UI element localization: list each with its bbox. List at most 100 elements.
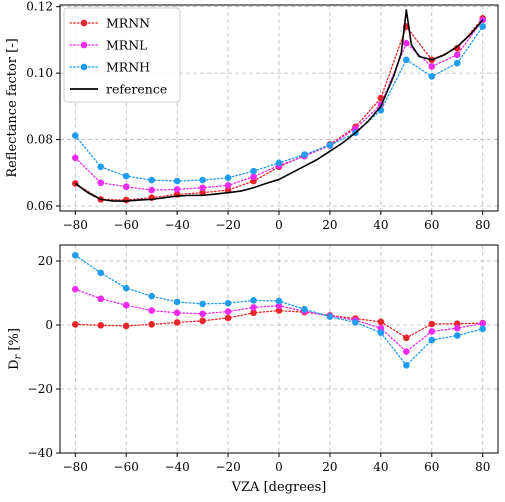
data-point-mrnh	[275, 159, 283, 167]
x-tick-label: −80	[63, 460, 88, 474]
x-tick-label: −80	[63, 218, 88, 232]
data-point-mrnh	[199, 176, 206, 184]
data-point-mrnh	[301, 151, 308, 158]
x-tick-label: 60	[424, 460, 439, 474]
data-point-mrnl	[428, 63, 436, 70]
x-tick-label: 40	[373, 218, 388, 232]
data-point-mrnl	[97, 179, 105, 187]
x-tick-label: 80	[475, 218, 490, 232]
data-point-series-0	[403, 334, 410, 342]
x-tick-label: −20	[215, 218, 240, 232]
series-line-reference	[74, 9, 484, 202]
legend-marker-mrnl	[80, 41, 88, 49]
data-point-series-1	[275, 302, 283, 310]
data-point-mrnh	[224, 174, 232, 182]
x-tick-label: −40	[164, 460, 189, 474]
data-point-series-2	[326, 313, 334, 320]
data-point-series-2	[173, 298, 181, 306]
data-point-series-0	[377, 318, 385, 326]
data-point-series-1	[97, 295, 105, 303]
data-point-series-1	[479, 320, 487, 327]
x-tick-label: 20	[322, 460, 337, 474]
data-point-series-1	[71, 285, 79, 293]
y-tick-label: −20	[28, 382, 53, 396]
data-point-mrnh	[173, 177, 181, 185]
x-tick-label: 40	[373, 460, 388, 474]
data-point-mrnl	[173, 186, 181, 193]
y-tick-label: 0.10	[26, 66, 53, 80]
data-point-series-0	[428, 320, 436, 328]
data-point-series-1	[403, 348, 410, 355]
legend-label-mrnl: MRNL	[106, 38, 147, 53]
data-point-series-0	[148, 321, 155, 328]
plot-area	[71, 251, 487, 369]
data-point-series-0	[173, 319, 181, 326]
data-point-series-1	[199, 310, 206, 318]
data-point-series-0	[224, 314, 232, 322]
x-tick-label: 0	[275, 218, 283, 232]
legend-label-reference: reference	[106, 82, 167, 97]
data-point-mrnl	[224, 182, 232, 189]
y-tick-label: 0	[45, 318, 53, 332]
data-point-series-1	[148, 307, 155, 314]
data-point-series-0	[97, 322, 105, 329]
data-point-series-0	[250, 309, 257, 317]
y-axis-title: Reflectance factor [-]	[5, 38, 20, 177]
data-point-mrnl	[453, 51, 461, 59]
data-point-series-2	[301, 306, 308, 313]
x-tick-label: −60	[114, 218, 139, 232]
top-panel-reflectance: −80 −60 −40 −20 0 20 40 60 80 0.06 0.08 0.10 0.12 Ref…	[5, 0, 499, 232]
y-tick-label: 0.12	[26, 0, 53, 14]
data-point-series-0	[199, 317, 206, 325]
data-point-mrnl	[250, 173, 257, 181]
data-point-series-1	[250, 304, 257, 311]
data-point-mrnh	[479, 23, 487, 30]
data-point-series-1	[428, 328, 436, 335]
data-point-mrnh	[97, 163, 105, 171]
data-point-series-2	[224, 299, 232, 307]
y-tick-label: 0.08	[26, 133, 53, 147]
data-point-series-2	[352, 319, 359, 326]
legend-label-mrnn: MRNN	[106, 16, 150, 31]
data-point-series-2	[122, 284, 130, 292]
data-point-series-1	[224, 308, 232, 315]
data-point-mrnn	[122, 196, 130, 204]
data-point-series-0	[122, 322, 130, 330]
bottom-panel-difference: −80 −60 −40 −20 0 20 40 60 80 −40 −20 0 20 Dr [%] VZA …	[7, 244, 499, 495]
x-tick-label: 60	[424, 218, 439, 232]
data-point-mrnn	[199, 189, 206, 197]
data-point-mrnl	[122, 183, 130, 191]
data-point-mrnh	[250, 167, 257, 175]
data-point-series-1	[173, 309, 181, 317]
data-point-mrnh	[148, 176, 155, 184]
data-point-series-1	[453, 324, 461, 332]
y-tick-label: 0.06	[26, 199, 53, 213]
legend-box	[63, 7, 181, 103]
data-point-series-2	[250, 297, 257, 304]
data-point-series-2	[148, 292, 155, 300]
data-point-series-2	[275, 297, 283, 305]
x-tick-label: 0	[275, 460, 283, 474]
data-point-mrnl	[71, 154, 79, 162]
data-point-mrnh	[403, 56, 410, 64]
data-point-mrnl	[403, 39, 410, 47]
data-point-mrnh	[453, 59, 461, 67]
data-point-series-2	[97, 269, 105, 277]
data-point-series-2	[377, 329, 385, 336]
x-tick-label: −20	[215, 460, 240, 474]
data-point-series-0	[275, 307, 283, 314]
data-point-mrnl	[199, 184, 206, 192]
x-axis-title: VZA [degrees]	[231, 480, 327, 495]
x-tick-label: −60	[114, 460, 139, 474]
data-point-mrnh	[428, 73, 436, 80]
x-tick-label: −40	[164, 218, 189, 232]
y-tick-label: 20	[38, 254, 53, 268]
legend-label-mrnh: MRNH	[106, 60, 150, 75]
data-point-series-2	[403, 362, 410, 369]
legend-marker-mrnh	[80, 63, 88, 71]
plot-area	[71, 9, 487, 204]
y-tick-label: −40	[28, 446, 53, 460]
data-point-mrnh	[326, 141, 334, 149]
data-point-series-2	[428, 336, 436, 344]
